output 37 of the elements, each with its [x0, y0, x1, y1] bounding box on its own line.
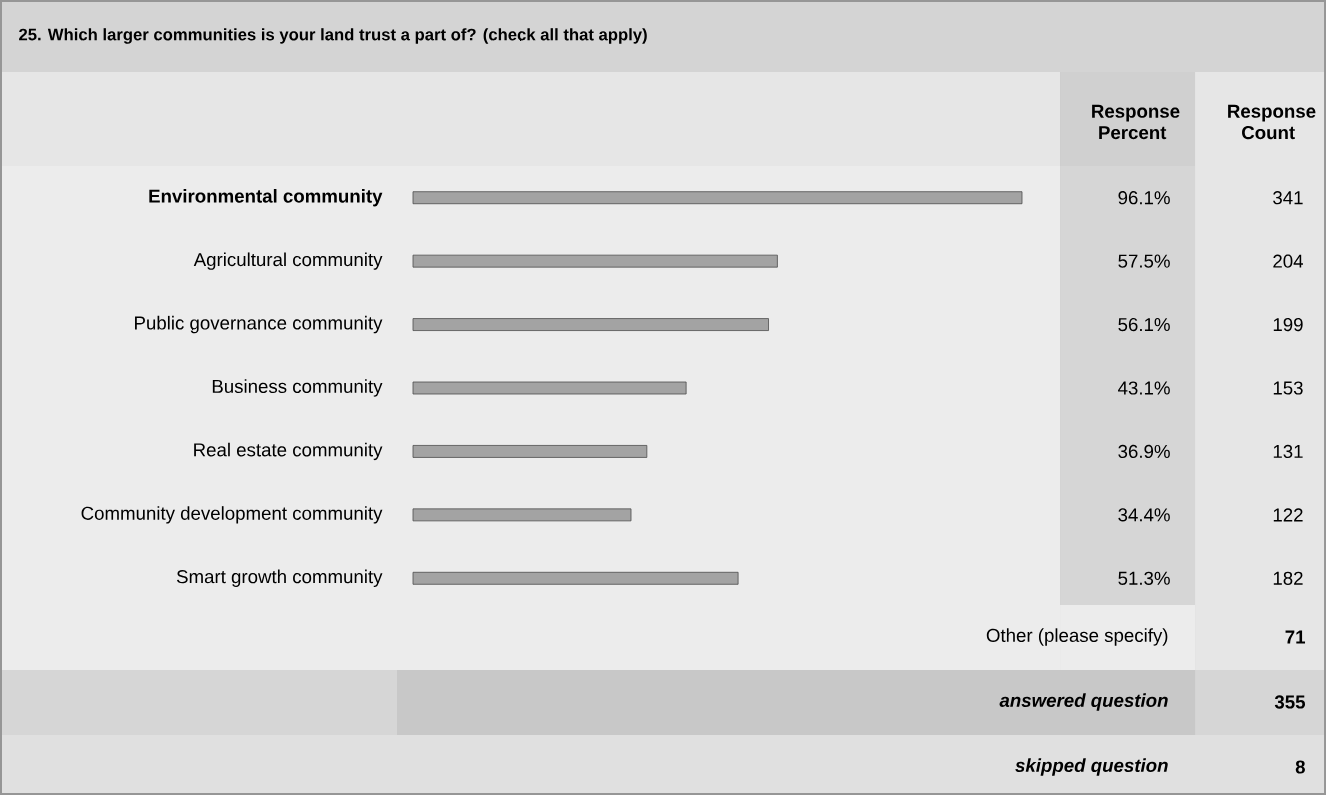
y-tick-label: Public governance community	[135, 315, 383, 334]
bar	[412, 571, 739, 585]
text: 71	[1285, 630, 1306, 644]
text: 122	[1273, 508, 1303, 522]
chart-title: 25. Which larger communities is your land trust a part of? (check all that apply)	[19, 28, 647, 44]
y-tick-label: Community development community	[81, 506, 383, 524]
text: 199	[1273, 317, 1303, 332]
text: 204	[1273, 254, 1303, 268]
text: Other (please specify)	[986, 628, 1168, 646]
bar	[412, 318, 769, 331]
data-label: 57.5%	[1118, 254, 1170, 268]
y-tick-label: Smart growth community	[176, 569, 383, 587]
text: Response Count	[1228, 104, 1316, 140]
text: answered question	[999, 693, 1168, 711]
bar	[412, 445, 648, 458]
bar	[412, 508, 632, 522]
data-label: 56.1%	[1118, 317, 1170, 332]
text: 131	[1273, 444, 1303, 459]
data-label: 43.1%	[1118, 381, 1170, 395]
text: 341	[1273, 191, 1303, 205]
y-tick-label: Business community	[212, 379, 383, 397]
bar	[412, 191, 1023, 205]
data-label: 96.1%	[1118, 191, 1170, 205]
y-tick-label: Agricultural community	[193, 252, 383, 270]
y-tick-label: Environmental community	[149, 189, 383, 207]
bar	[412, 381, 687, 395]
text: 182	[1273, 571, 1303, 585]
text: 8	[1295, 760, 1305, 774]
data-label: 36.9%	[1118, 444, 1170, 459]
y-tick-label: Real estate community	[194, 442, 383, 461]
data-label: 34.4%	[1118, 508, 1170, 522]
text: skipped question	[1015, 758, 1168, 776]
text: 153	[1273, 381, 1303, 395]
text: 355	[1274, 695, 1306, 709]
bar	[412, 254, 778, 268]
text: Response Percent	[1092, 104, 1180, 140]
data-label: 51.3%	[1118, 571, 1170, 585]
